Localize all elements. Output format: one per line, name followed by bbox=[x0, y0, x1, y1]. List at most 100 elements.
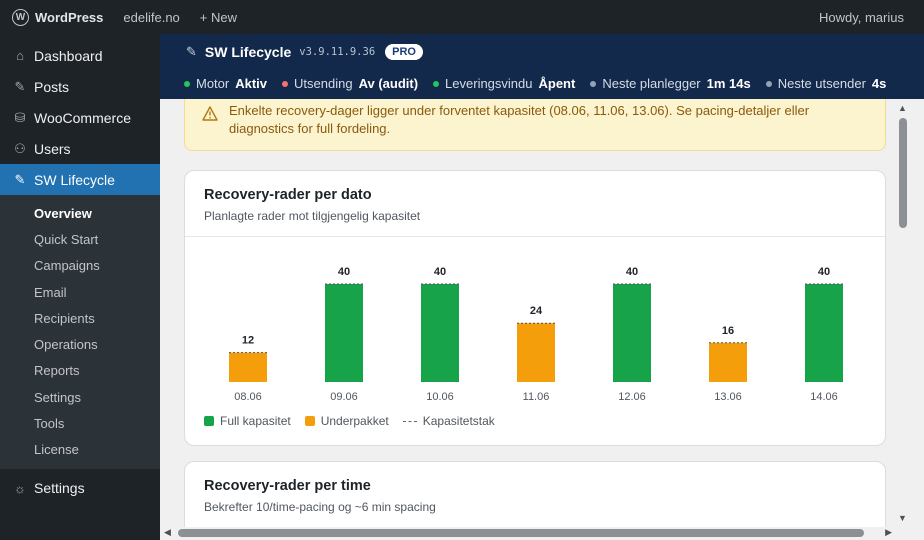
submenu-email[interactable]: Email bbox=[34, 284, 67, 300]
alert-text-line-1: Enkelte recovery-dager ligger under forv… bbox=[229, 103, 810, 118]
x-tick-label: 12.06 bbox=[618, 391, 646, 403]
bar-value-label: 16 bbox=[722, 325, 734, 337]
sidebar-item-label: Posts bbox=[34, 78, 70, 95]
plugin-version: v3.9.11.9.36 bbox=[299, 46, 376, 58]
scroll-right-arrow-icon[interactable]: ▶ bbox=[885, 527, 892, 537]
legend-item-full: Full kapasitet bbox=[204, 414, 291, 428]
chart-bar bbox=[709, 342, 747, 382]
alert-text-line-2: diagnostics for full fordeling. bbox=[229, 121, 391, 136]
submenu-tools[interactable]: Tools bbox=[34, 416, 65, 432]
vertical-scrollbar[interactable]: ▲ ▼ bbox=[896, 99, 910, 527]
horizontal-scrollbar[interactable]: ◀ ▶ bbox=[160, 527, 896, 540]
status-dot bbox=[433, 80, 440, 87]
sidebar-item-posts[interactable]: ✎ Posts bbox=[0, 71, 160, 102]
wordpress-logo-icon: W bbox=[12, 8, 29, 26]
sidebar-item-label: Settings bbox=[34, 480, 85, 497]
chart-bar bbox=[229, 352, 267, 382]
new-content-link[interactable]: + New bbox=[199, 9, 238, 25]
status-item: Neste utsender 4s bbox=[765, 76, 886, 91]
legend-label-under: Underpakket bbox=[320, 414, 389, 428]
pencil-icon: ✎ bbox=[186, 44, 197, 59]
site-name-link[interactable]: edelife.no bbox=[123, 9, 180, 25]
sidebar-item-label: Dashboard bbox=[34, 47, 103, 64]
bar-value-label: 12 bbox=[242, 335, 254, 347]
horizontal-scroll-thumb[interactable] bbox=[178, 529, 864, 537]
bar-value-label: 40 bbox=[626, 266, 638, 278]
legend-dash-capacity bbox=[402, 420, 417, 422]
pencil-icon: ✎ bbox=[14, 171, 26, 187]
status-value: 1m 14s bbox=[706, 76, 751, 91]
status-dot bbox=[282, 80, 289, 87]
submenu-overview[interactable]: Overview bbox=[34, 205, 92, 221]
card-title: Recovery-rader per time bbox=[204, 478, 371, 494]
card-title: Recovery-rader per dato bbox=[204, 187, 372, 203]
recovery-bar-chart: 12 08.06 40 09.06 40 10.06 24 11.06 40 12.06 16 13.… bbox=[229, 266, 843, 403]
dashboard-icon: ⌂ bbox=[16, 48, 24, 63]
submenu-operations[interactable]: Operations bbox=[34, 337, 98, 353]
x-tick-label: 14.06 bbox=[810, 391, 838, 403]
admin-sidebar: ⌂ Dashboard ✎ Posts ⛁ WooCommerce ⚇ User… bbox=[0, 34, 160, 540]
submenu-reports[interactable]: Reports bbox=[34, 363, 80, 379]
submenu-settings[interactable]: Settings bbox=[34, 389, 81, 405]
capacity-warning-alert: Enkelte recovery-dager ligger under forv… bbox=[184, 99, 886, 151]
chart-bar bbox=[517, 323, 555, 382]
x-tick-label: 10.06 bbox=[426, 391, 454, 403]
sidebar-item-dashboard[interactable]: ⌂ Dashboard bbox=[0, 40, 160, 71]
warning-icon bbox=[202, 106, 218, 121]
chart-bar bbox=[325, 284, 363, 382]
sidebar-item-users[interactable]: ⚇ Users bbox=[0, 133, 160, 164]
x-tick-label: 11.06 bbox=[523, 391, 550, 403]
card-subtitle: Planlagte rader mot tilgjengelig kapasit… bbox=[204, 209, 421, 223]
wordpress-logo-link[interactable]: W WordPress bbox=[0, 0, 113, 34]
status-item: Utsending Av (audit) bbox=[282, 76, 418, 91]
submenu-campaigns[interactable]: Campaigns bbox=[34, 258, 100, 274]
legend-swatch-full bbox=[204, 416, 214, 426]
x-tick-label: 08.06 bbox=[234, 391, 262, 403]
scroll-up-arrow-icon[interactable]: ▲ bbox=[898, 103, 907, 113]
bar-value-label: 40 bbox=[338, 266, 350, 278]
plugin-title-row: ✎ SW Lifecycle v3.9.11.9.36 PRO bbox=[186, 41, 423, 63]
scroll-down-arrow-icon[interactable]: ▼ bbox=[898, 513, 907, 523]
bar-value-label: 40 bbox=[434, 266, 446, 278]
status-value: Åpent bbox=[538, 76, 576, 91]
chart-legend: Full kapasitet Underpakket Kapasitetstak bbox=[204, 414, 509, 428]
x-tick-label: 13.06 bbox=[714, 391, 742, 403]
gear-icon: ☼ bbox=[14, 480, 26, 496]
submenu-quick-start[interactable]: Quick Start bbox=[34, 231, 99, 247]
status-value: Av (audit) bbox=[358, 76, 419, 91]
database-icon: ⛁ bbox=[14, 109, 26, 125]
bar-value-label: 24 bbox=[530, 305, 543, 317]
card-subtitle: Bekrefter 10/time-pacing og ~6 min spaci… bbox=[204, 500, 436, 514]
sidebar-item-label: SW Lifecycle bbox=[34, 171, 115, 188]
sw-lifecycle-submenu: Overview Quick Start Campaigns Email Rec… bbox=[0, 195, 160, 469]
status-label: Leveringsvindu bbox=[445, 76, 533, 91]
scroll-left-arrow-icon[interactable]: ◀ bbox=[164, 527, 171, 537]
vertical-scroll-thumb[interactable] bbox=[899, 118, 907, 228]
main-content: Enkelte recovery-dager ligger under forv… bbox=[160, 99, 896, 527]
bar-value-label: 40 bbox=[818, 266, 830, 278]
legend-label-full: Full kapasitet bbox=[220, 414, 291, 428]
status-label: Neste utsender bbox=[777, 76, 866, 91]
submenu-license[interactable]: License bbox=[34, 442, 79, 458]
wordpress-label: WordPress bbox=[35, 9, 104, 25]
chart-bar bbox=[805, 284, 843, 382]
status-label: Utsending bbox=[294, 76, 353, 91]
admin-bar: W WordPress edelife.no + New Howdy, mari… bbox=[0, 0, 924, 34]
users-icon: ⚇ bbox=[14, 140, 26, 156]
sidebar-item-woocommerce[interactable]: ⛁ WooCommerce bbox=[0, 102, 160, 133]
status-label: Motor bbox=[196, 76, 230, 91]
legend-swatch-under bbox=[304, 416, 315, 426]
status-dot bbox=[765, 80, 772, 87]
sidebar-item-label: Users bbox=[34, 140, 71, 157]
plugin-title: SW Lifecycle bbox=[204, 44, 292, 60]
chart-bar bbox=[421, 284, 459, 382]
sidebar-item-settings[interactable]: ☼ Settings bbox=[0, 473, 160, 504]
howdy-user-link[interactable]: Howdy, marius bbox=[818, 9, 904, 25]
status-item: Neste planlegger 1m 14s bbox=[590, 76, 751, 91]
plugin-header: ✎ SW Lifecycle v3.9.11.9.36 PRO Motor Akt… bbox=[160, 34, 924, 99]
recovery-per-date-card: Recovery-rader per dato Planlagte rader … bbox=[184, 170, 886, 446]
pin-icon: ✎ bbox=[14, 78, 26, 94]
submenu-recipients[interactable]: Recipients bbox=[34, 310, 95, 326]
status-label: Neste planlegger bbox=[602, 76, 701, 91]
sidebar-item-sw-lifecycle[interactable]: ✎ SW Lifecycle bbox=[0, 164, 160, 195]
